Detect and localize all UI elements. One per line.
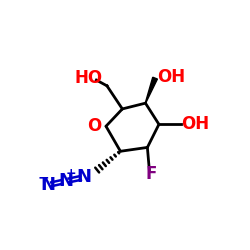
Text: N: N: [76, 168, 91, 186]
Text: O: O: [87, 117, 101, 135]
Text: +: +: [66, 167, 77, 180]
Text: N: N: [41, 176, 56, 194]
Text: OH: OH: [182, 115, 210, 133]
Text: HO: HO: [74, 69, 103, 87]
Polygon shape: [145, 77, 158, 103]
Text: −: −: [37, 171, 49, 185]
Text: OH: OH: [158, 68, 186, 86]
Text: F: F: [146, 166, 157, 184]
Text: N: N: [58, 172, 73, 190]
